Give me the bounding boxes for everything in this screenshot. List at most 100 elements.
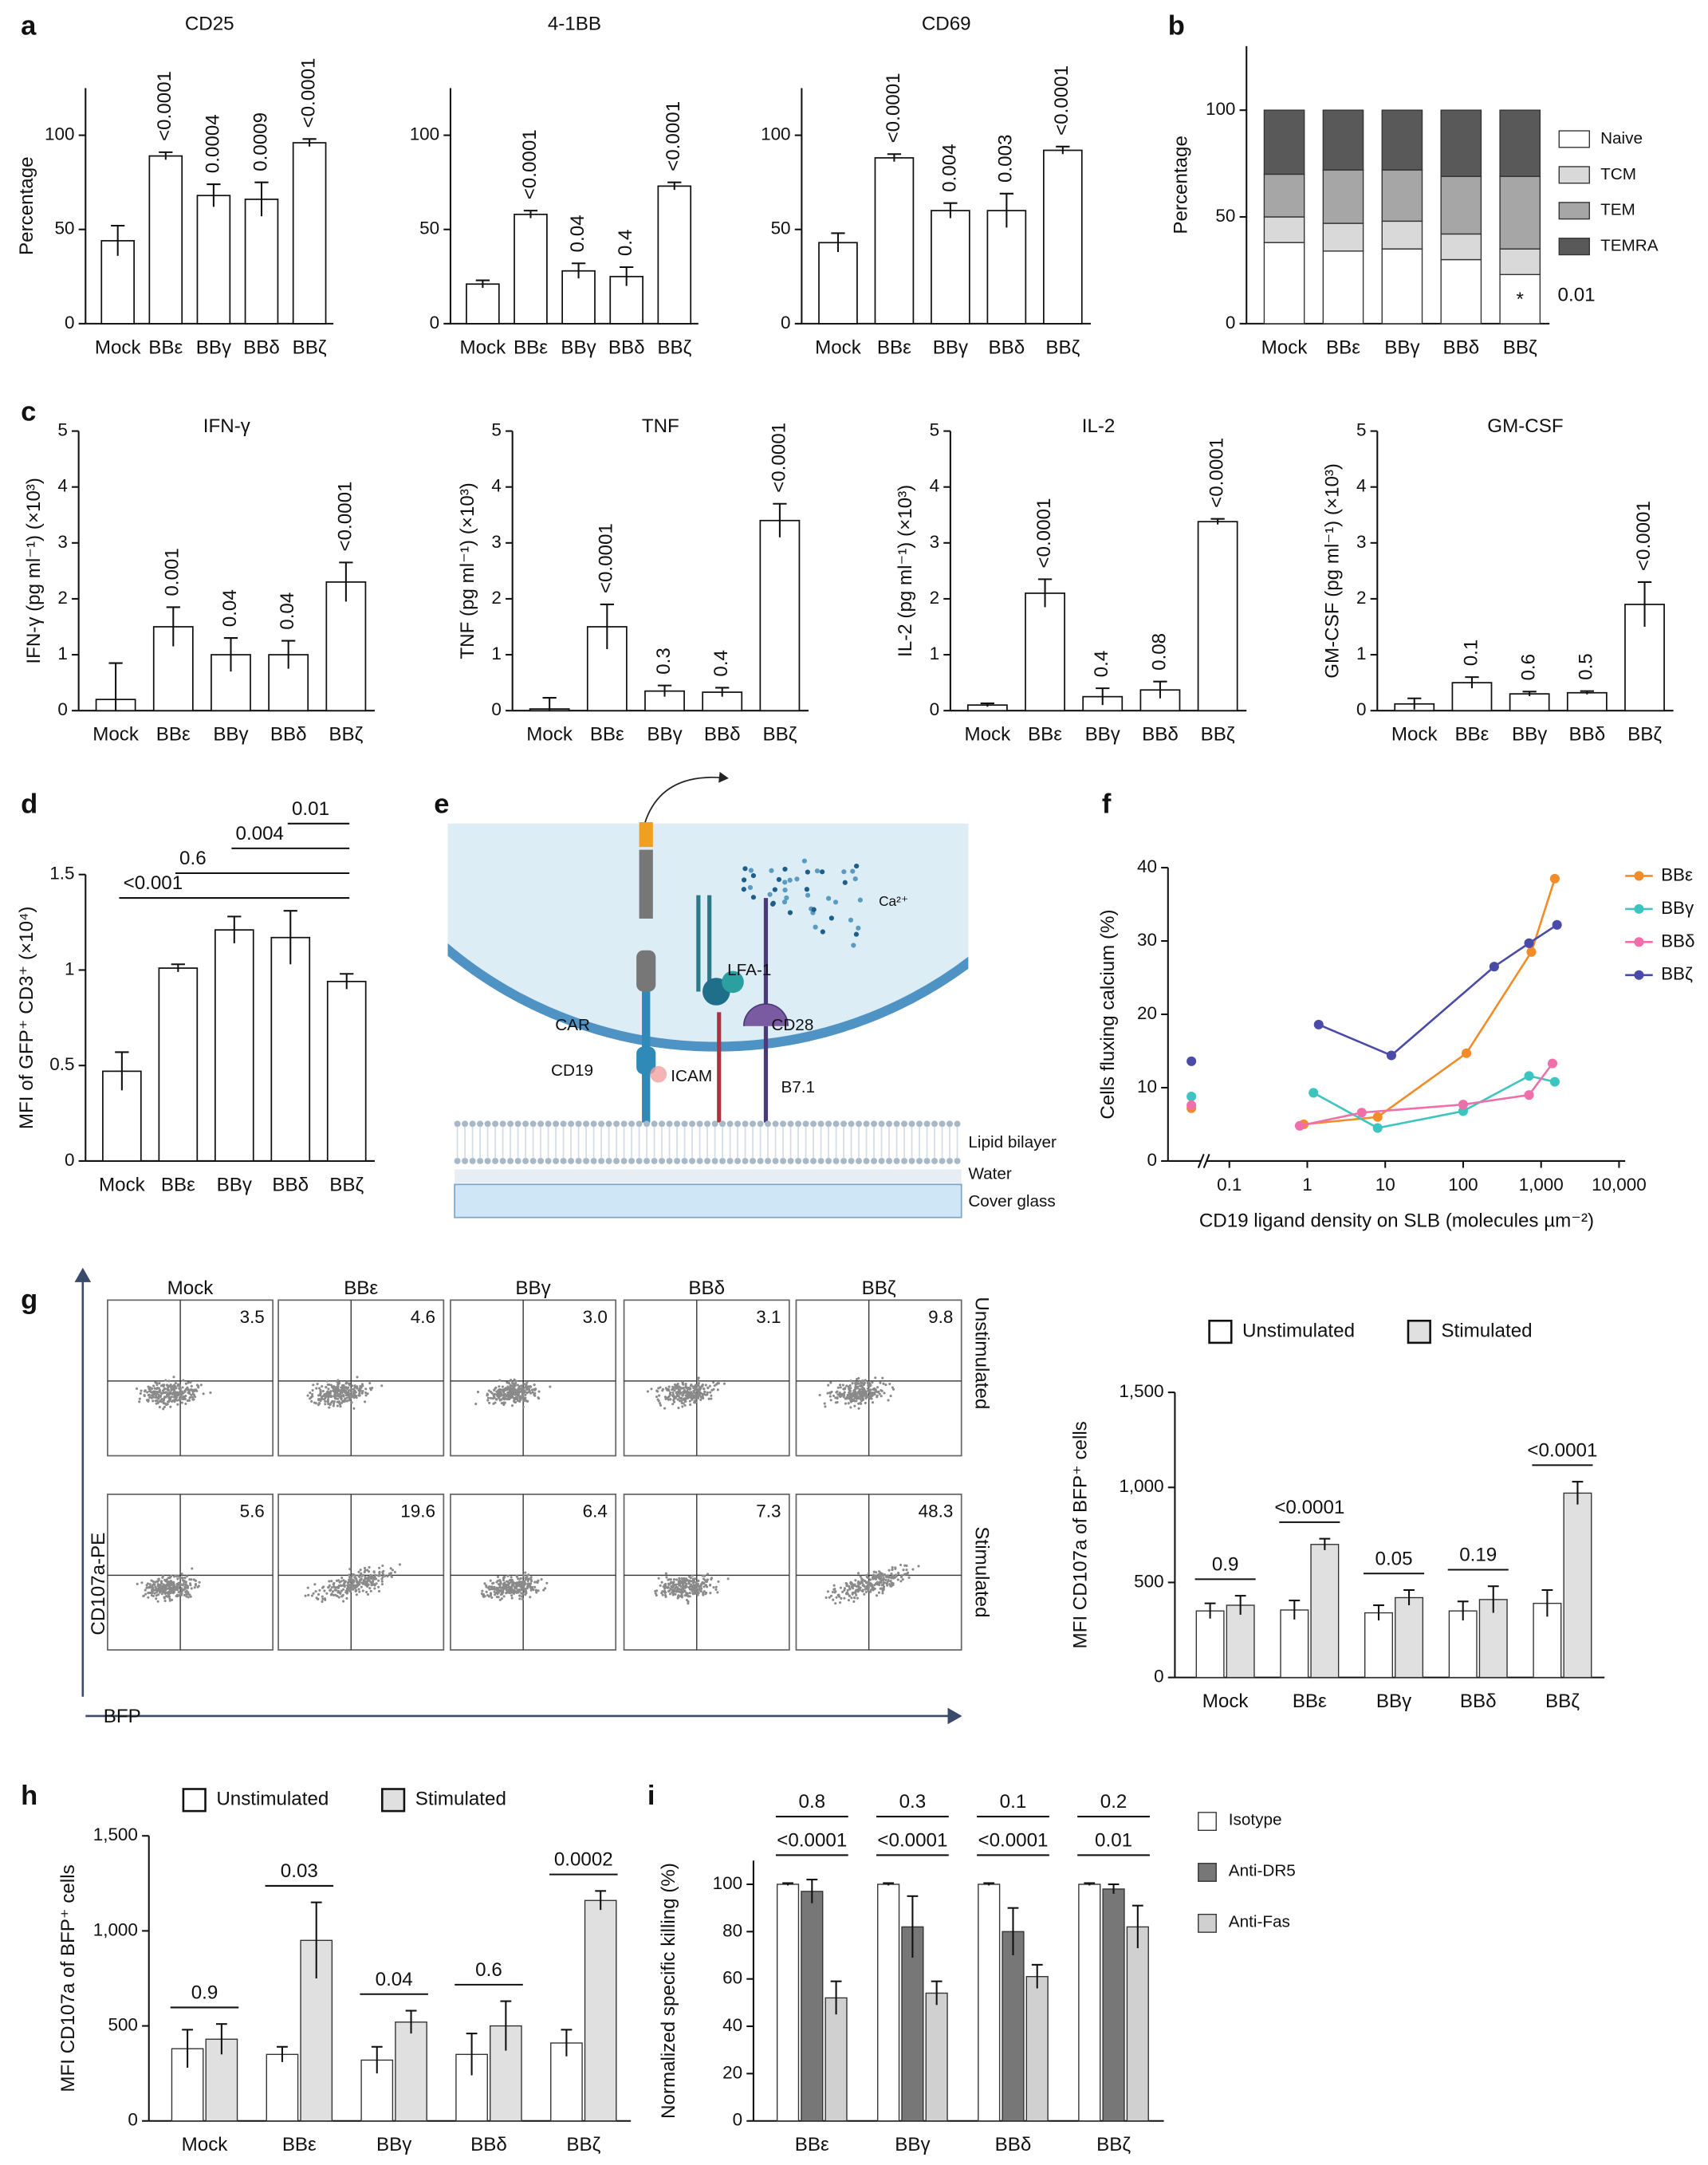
event	[872, 1570, 876, 1573]
event	[863, 1381, 867, 1384]
event	[333, 1393, 336, 1396]
p-value: 0.04	[277, 592, 298, 630]
event	[703, 1578, 706, 1582]
event	[375, 1582, 378, 1585]
event	[164, 1379, 167, 1382]
event	[325, 1592, 329, 1595]
event	[377, 1579, 380, 1582]
bar	[1280, 1609, 1309, 1679]
event	[309, 1392, 312, 1395]
event-cloud	[480, 1571, 549, 1601]
event	[497, 1596, 500, 1599]
event	[876, 1386, 880, 1389]
y-tick-label: 50	[771, 218, 791, 238]
event	[880, 1584, 884, 1587]
row-label: Unstimulated	[971, 1297, 993, 1409]
event	[368, 1565, 371, 1569]
event	[175, 1393, 179, 1396]
legend-label: BBζ	[1661, 964, 1693, 984]
event	[167, 1385, 171, 1388]
event	[503, 1401, 506, 1404]
bar	[801, 1891, 824, 2122]
event	[545, 1581, 549, 1584]
event	[361, 1573, 365, 1577]
event	[516, 1384, 519, 1387]
x-tick-label: BBε	[1454, 724, 1489, 746]
p-value: <0.0001	[877, 1830, 947, 1852]
event	[849, 1380, 852, 1383]
lipid-head	[802, 1120, 809, 1128]
event	[881, 1592, 884, 1595]
event	[706, 1386, 710, 1389]
event	[352, 1407, 356, 1410]
event	[839, 1586, 842, 1589]
event	[519, 1577, 522, 1580]
event	[861, 1588, 864, 1592]
event	[378, 1573, 381, 1577]
lipid-head	[832, 1120, 840, 1128]
y-tick-label: 50	[1215, 206, 1235, 226]
y-tick-label: 1	[65, 959, 74, 978]
y-tick-label: 5	[491, 420, 501, 440]
event	[199, 1384, 203, 1387]
ion	[767, 892, 773, 897]
cd28-head	[742, 1003, 789, 1026]
event	[680, 1577, 683, 1580]
event	[191, 1390, 195, 1393]
y-axis-label: IFN-γ (pg ml⁻¹) (×10³)	[23, 478, 45, 664]
event	[336, 1594, 339, 1598]
event	[328, 1580, 331, 1583]
lipid-head	[931, 1157, 939, 1164]
event	[839, 1384, 842, 1387]
y-tick-label: 5	[930, 420, 939, 440]
event	[514, 1586, 517, 1589]
event	[521, 1405, 525, 1408]
lipid-head	[840, 1120, 848, 1128]
event	[863, 1579, 866, 1582]
x-tick-label: BBζ	[329, 724, 363, 746]
event	[687, 1582, 691, 1585]
event	[333, 1388, 336, 1392]
lipid-head	[878, 1157, 885, 1164]
event	[187, 1586, 190, 1589]
panel-label: g	[21, 1285, 37, 1315]
event	[178, 1384, 181, 1388]
event	[841, 1590, 844, 1593]
event	[158, 1382, 161, 1385]
lipid-head	[886, 1120, 893, 1128]
event	[183, 1593, 186, 1596]
ion	[850, 868, 856, 874]
event	[357, 1581, 360, 1584]
event	[360, 1383, 364, 1386]
event	[521, 1586, 525, 1589]
event	[843, 1393, 846, 1397]
event	[495, 1580, 498, 1584]
annotation: 0.01	[1558, 285, 1596, 306]
event	[705, 1591, 708, 1594]
event	[350, 1393, 353, 1396]
x-tick-label: BBζ	[566, 2134, 600, 2155]
p-value: 0.6	[179, 848, 207, 869]
event	[524, 1582, 527, 1585]
lipid-head	[462, 1120, 469, 1128]
lipid-head	[514, 1157, 521, 1164]
event	[856, 1596, 860, 1600]
event	[178, 1584, 181, 1587]
lipid-head	[742, 1157, 749, 1164]
event	[676, 1398, 679, 1401]
event	[525, 1383, 528, 1386]
event	[875, 1594, 879, 1597]
quadrant-percentage: 48.3	[919, 1501, 954, 1521]
event	[474, 1403, 478, 1406]
event	[326, 1390, 329, 1393]
x-tick-label: BBδ	[704, 724, 741, 746]
chart-title: TNF	[642, 415, 679, 437]
event	[333, 1585, 336, 1588]
event	[144, 1389, 147, 1392]
ion	[805, 892, 811, 898]
event	[829, 1594, 833, 1597]
event	[366, 1569, 369, 1572]
bar	[148, 155, 183, 325]
event	[192, 1578, 195, 1581]
ion	[770, 900, 776, 906]
